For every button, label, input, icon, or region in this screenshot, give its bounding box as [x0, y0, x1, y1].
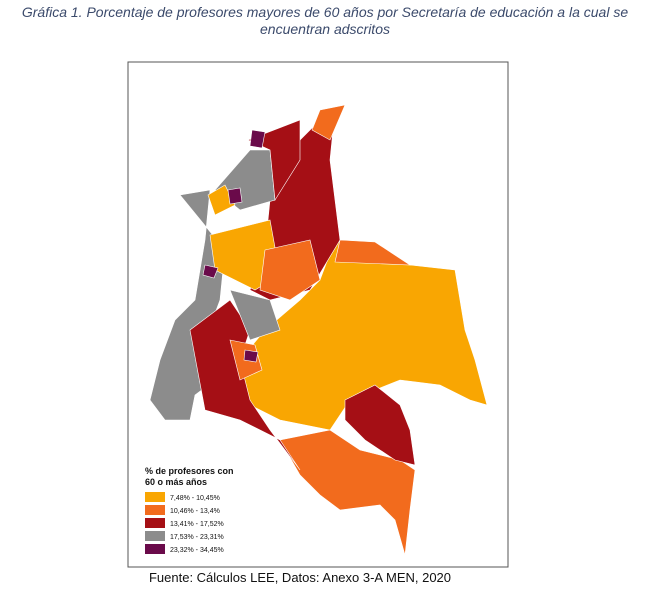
legend-swatch: [145, 531, 165, 541]
legend-title: 60 o más años: [145, 477, 207, 487]
source: Fuente: Cálculos LEE, Datos: Anexo 3-A M…: [148, 570, 452, 585]
region: [344, 384, 416, 466]
legend-swatch: [145, 505, 165, 515]
title: Gráfica 1. Porcentaje de profesores mayo…: [21, 4, 629, 37]
legend-swatch: [145, 518, 165, 528]
legend-swatch: [145, 544, 165, 554]
legend-label: 23,32% - 34,45%: [170, 547, 224, 554]
legend-label: 7,48% - 10,45%: [170, 495, 220, 502]
legend-swatch: [145, 492, 165, 502]
region: [334, 239, 412, 266]
region: [279, 429, 416, 556]
legend-label: 13,41% - 17,52%: [170, 521, 224, 528]
legend-title: % de profesores con: [145, 466, 234, 476]
region: [243, 349, 259, 363]
region: [311, 104, 346, 141]
regions: [149, 104, 488, 556]
legend-label: 17,53% - 23,31%: [170, 534, 224, 541]
region: [229, 289, 281, 341]
legend-label: 10,46% - 13,4%: [170, 508, 220, 515]
region: [259, 239, 321, 301]
region: [227, 187, 243, 205]
region: [202, 264, 219, 279]
region: [249, 129, 266, 149]
map-frame: [127, 61, 509, 568]
